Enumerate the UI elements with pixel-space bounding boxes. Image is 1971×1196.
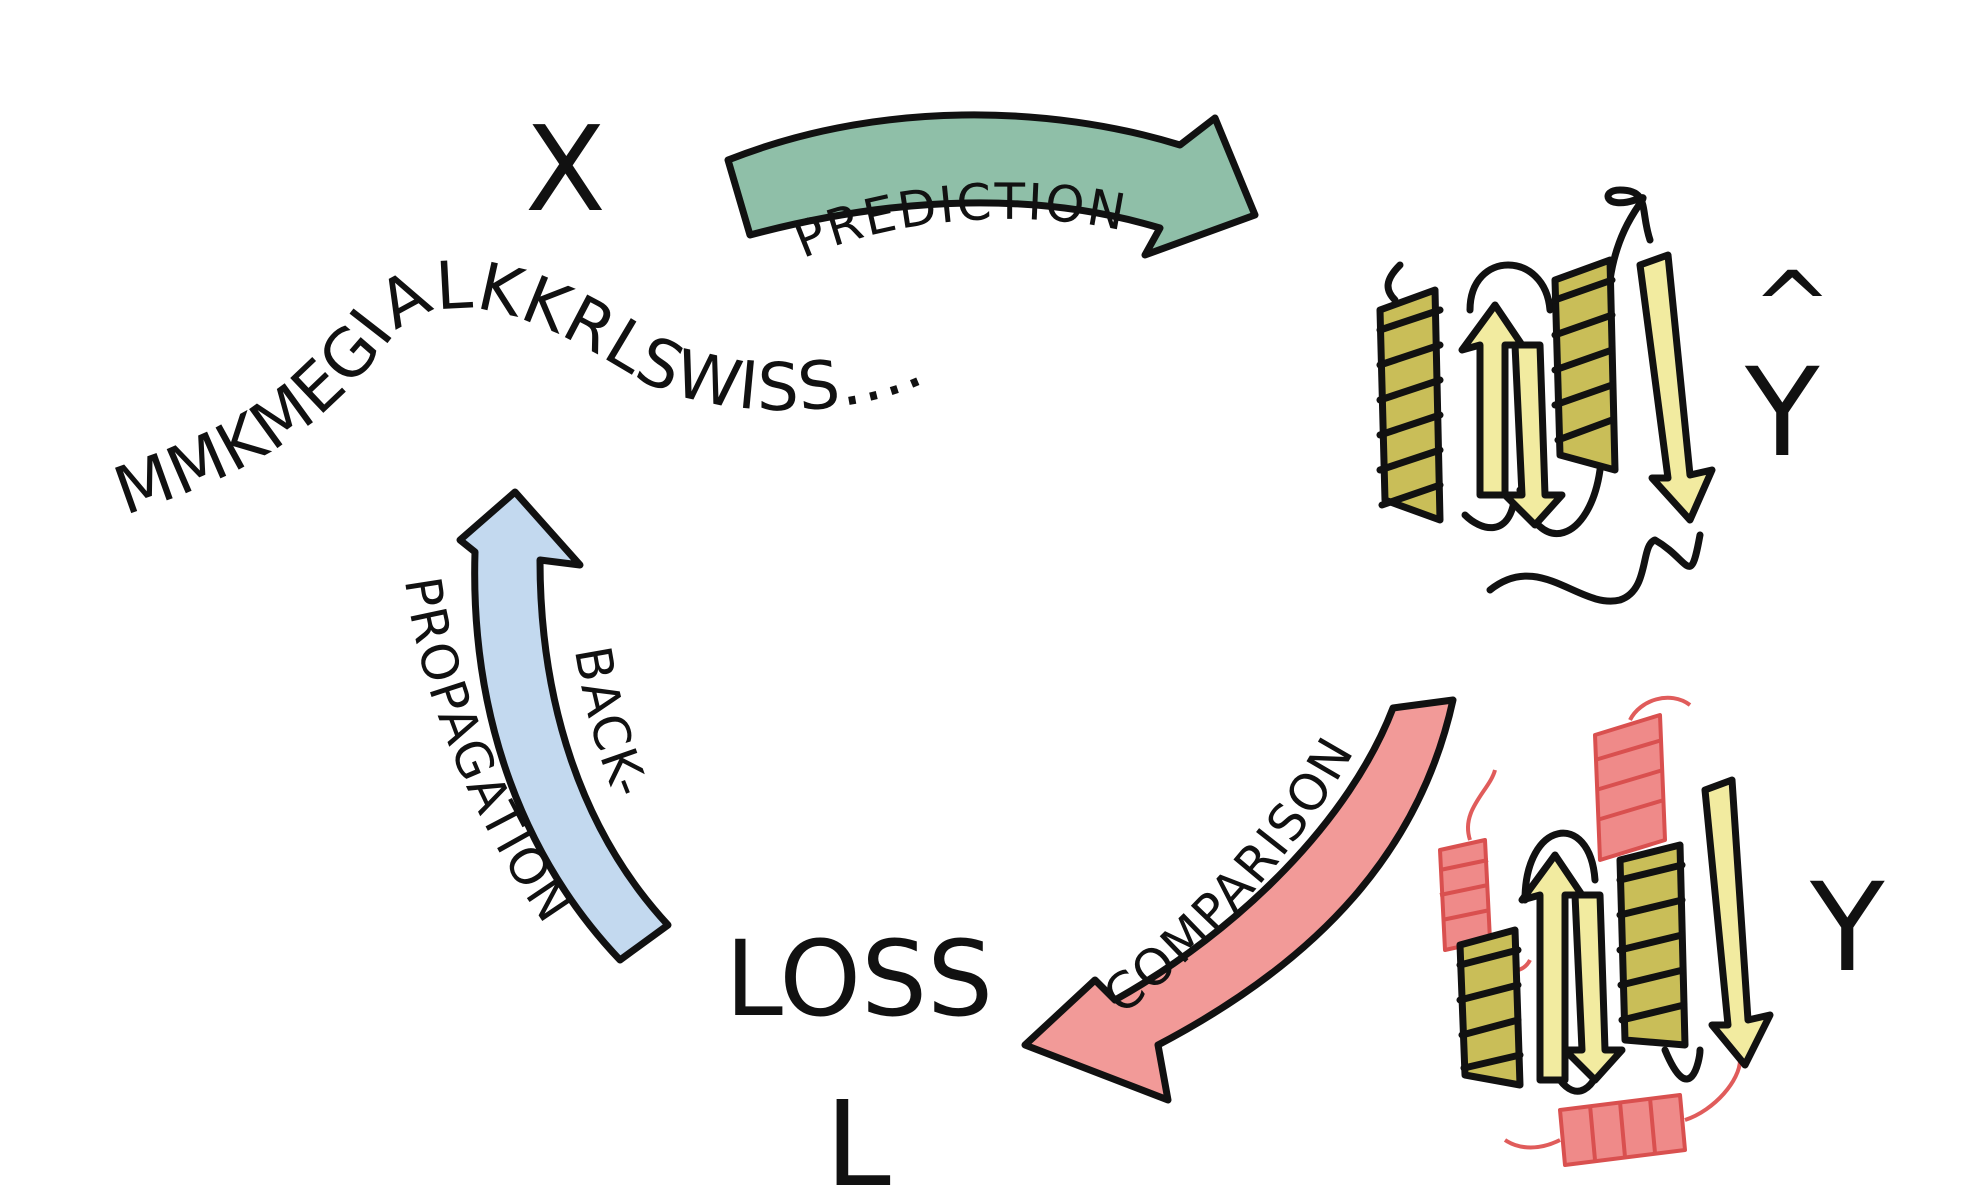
loss-word-label: LOSS [725, 918, 993, 1040]
true-strand [1701, 776, 1774, 1069]
true-structure [1438, 695, 1774, 1167]
predicted-strand [1501, 341, 1566, 529]
target-y-label: Y [1809, 857, 1885, 999]
true-helix-mismatch [1503, 1059, 1742, 1167]
true-helix [1456, 926, 1524, 1089]
prediction-hat: ^ [1752, 251, 1832, 363]
prediction-y-hat-label: Y [1744, 342, 1820, 484]
predicted-helix [1551, 256, 1619, 474]
predicted-strand [1636, 251, 1716, 524]
true-helix [1616, 841, 1689, 1049]
comparison-arrow: COMPARISON [1021, 696, 1457, 1104]
predicted-structure-tail [1486, 531, 1704, 605]
predicted-structure-loop [1604, 186, 1654, 284]
prediction-arrow: PREDICTION [724, 111, 1259, 270]
sequence-text: MMKMEGIALKKRLSWISS..... [0, 0, 933, 530]
prediction-arrow-shape [724, 111, 1259, 259]
predicted-helix [1376, 286, 1444, 524]
predicted-strand [1458, 301, 1526, 499]
true-strand [1518, 851, 1586, 1084]
true-structure-loop [1521, 829, 1599, 904]
true-strand [1561, 891, 1626, 1084]
backpropagation-arrow-shape [456, 488, 672, 964]
true-helix-mismatch [1593, 695, 1692, 862]
predicted-structure-loop [1466, 261, 1554, 314]
sequence-textpath: MMKMEGIALKKRLSWISS..... [0, 0, 932, 530]
backpropagation-arrow: BACK- PROPAGATION [393, 488, 672, 964]
comparison-arrow-shape [1021, 696, 1457, 1104]
true-structure-loop [1661, 1046, 1704, 1083]
predicted-structure-loop [1384, 261, 1404, 304]
predicted-structure [1376, 186, 1716, 605]
input-x-label: X [525, 100, 606, 238]
loss-symbol-label: L [825, 1075, 891, 1196]
